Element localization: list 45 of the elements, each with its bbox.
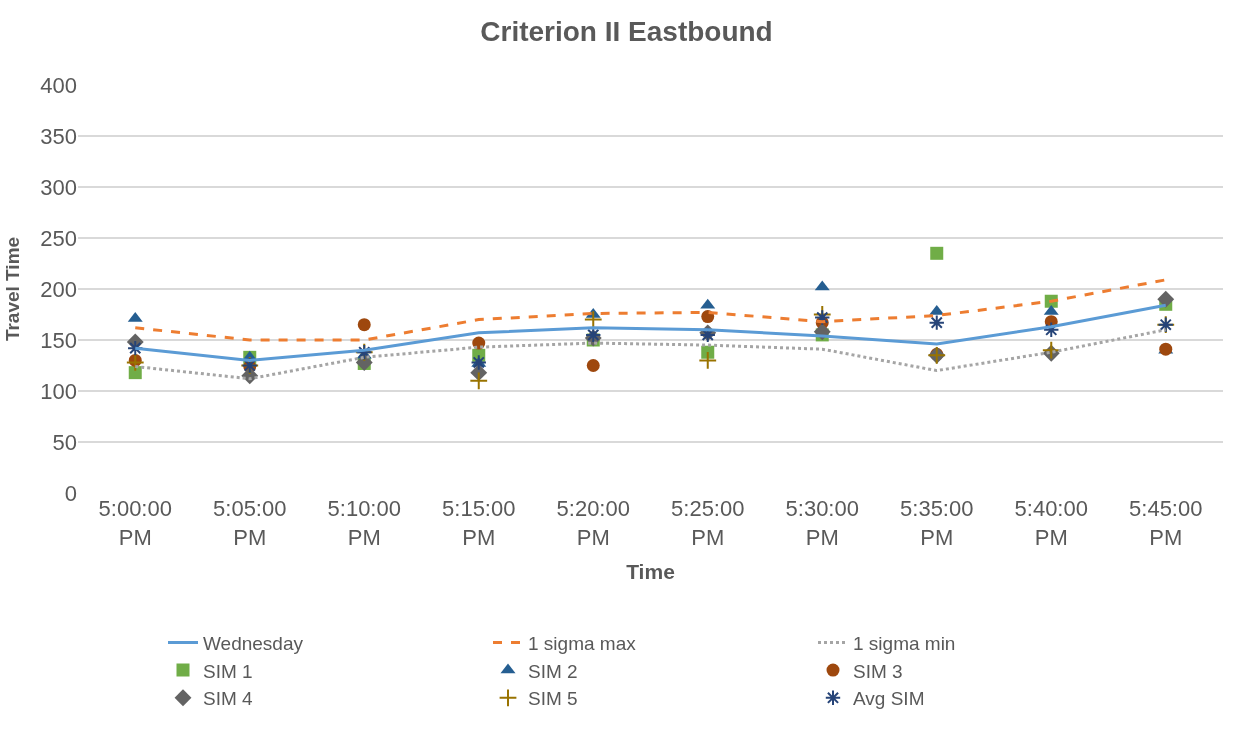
point xyxy=(583,310,603,329)
point xyxy=(586,359,600,372)
legend-label: Wednesday xyxy=(203,632,304,654)
y-tick-label: 350 xyxy=(40,123,77,149)
point xyxy=(470,354,487,371)
y-tick-label: 200 xyxy=(40,276,77,302)
y-tick-label: 150 xyxy=(40,327,77,353)
y-tick-label: 0 xyxy=(64,480,77,506)
x-tick-label: 5:30:00 PM xyxy=(785,496,859,550)
x-tick-label: 5:20:00 PM xyxy=(556,496,630,550)
point xyxy=(930,246,944,260)
legend-label: SIM 2 xyxy=(528,660,578,682)
y-tick-label: 100 xyxy=(40,378,77,404)
chart-title: Criterion II Eastbound xyxy=(480,16,773,48)
point xyxy=(125,353,145,372)
point xyxy=(814,309,831,326)
x-tick-label: 5:00:00 PM xyxy=(98,496,172,550)
point xyxy=(1157,290,1175,308)
x-tick-label: 5:05:00 PM xyxy=(213,496,287,550)
y-axis-title: Travel Time xyxy=(2,236,24,342)
point xyxy=(698,351,718,370)
x-tick-label: 5:25:00 PM xyxy=(671,496,745,550)
point xyxy=(127,339,144,357)
y-tick-label: 300 xyxy=(40,174,77,200)
y-tick-label: 400 xyxy=(40,72,77,98)
y-tick-label: 50 xyxy=(52,429,77,455)
point xyxy=(928,314,945,331)
legend-label: SIM 5 xyxy=(528,688,578,710)
legend-label: 1 sigma min xyxy=(853,632,956,654)
x-tick-label: 5:10:00 PM xyxy=(327,496,401,550)
legend-label: Avg SIM xyxy=(853,688,925,710)
x-tick-label: 5:35:00 PM xyxy=(900,496,974,550)
x-axis-title: Time xyxy=(626,559,675,583)
legend-label: SIM 4 xyxy=(203,688,254,710)
legend-label: SIM 1 xyxy=(203,660,253,682)
point xyxy=(701,310,715,324)
point xyxy=(1043,321,1060,338)
y-tick-label: 250 xyxy=(40,225,77,251)
point xyxy=(469,371,489,391)
x-tick-label: 5:40:00 PM xyxy=(1014,496,1088,550)
legend-label: 1 sigma max xyxy=(528,632,637,654)
x-tick-label: 5:45:00 PM xyxy=(1129,496,1203,550)
x-tick-label: 5:15:00 PM xyxy=(442,496,516,550)
legend-label: SIM 3 xyxy=(853,660,903,682)
point xyxy=(357,318,371,332)
